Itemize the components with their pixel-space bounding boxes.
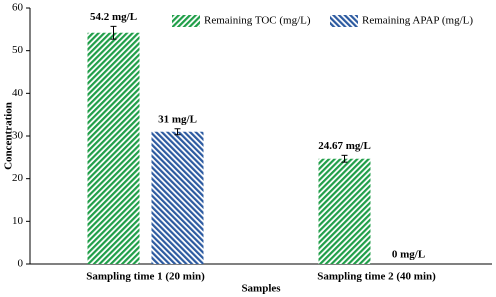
error-bar xyxy=(174,128,181,136)
legend-label: Remaining TOC (mg/L) xyxy=(204,15,311,27)
y-tick-label: 10 xyxy=(12,215,24,227)
y-tick-label: 40 xyxy=(12,87,24,99)
value-label: 0 mg/L xyxy=(392,249,425,261)
legend-label: Remaining APAP (mg/L) xyxy=(362,15,473,27)
y-tick-label: 30 xyxy=(12,130,24,142)
value-label: 31 mg/L xyxy=(158,113,197,125)
y-tick-label: 60 xyxy=(12,2,24,14)
legend-swatch xyxy=(330,15,358,27)
bar xyxy=(151,131,204,264)
bar xyxy=(87,32,140,264)
x-tick-label: Sampling time 2 (40 min) xyxy=(317,271,436,283)
y-tick-label: 20 xyxy=(12,172,24,184)
value-label: 54.2 mg/L xyxy=(90,11,137,23)
value-label: 24.67 mg/L xyxy=(318,140,371,152)
x-tick-label: Sampling time 1 (20 min) xyxy=(86,271,205,283)
bar xyxy=(318,158,371,264)
y-axis-label: Concentration xyxy=(3,102,15,170)
error-bar xyxy=(341,154,348,163)
legend-swatch xyxy=(172,15,200,27)
x-axis-label: Samples xyxy=(241,283,281,295)
y-tick-label: 0 xyxy=(18,258,24,270)
error-bar xyxy=(110,25,117,40)
y-tick-label: 50 xyxy=(12,44,24,56)
